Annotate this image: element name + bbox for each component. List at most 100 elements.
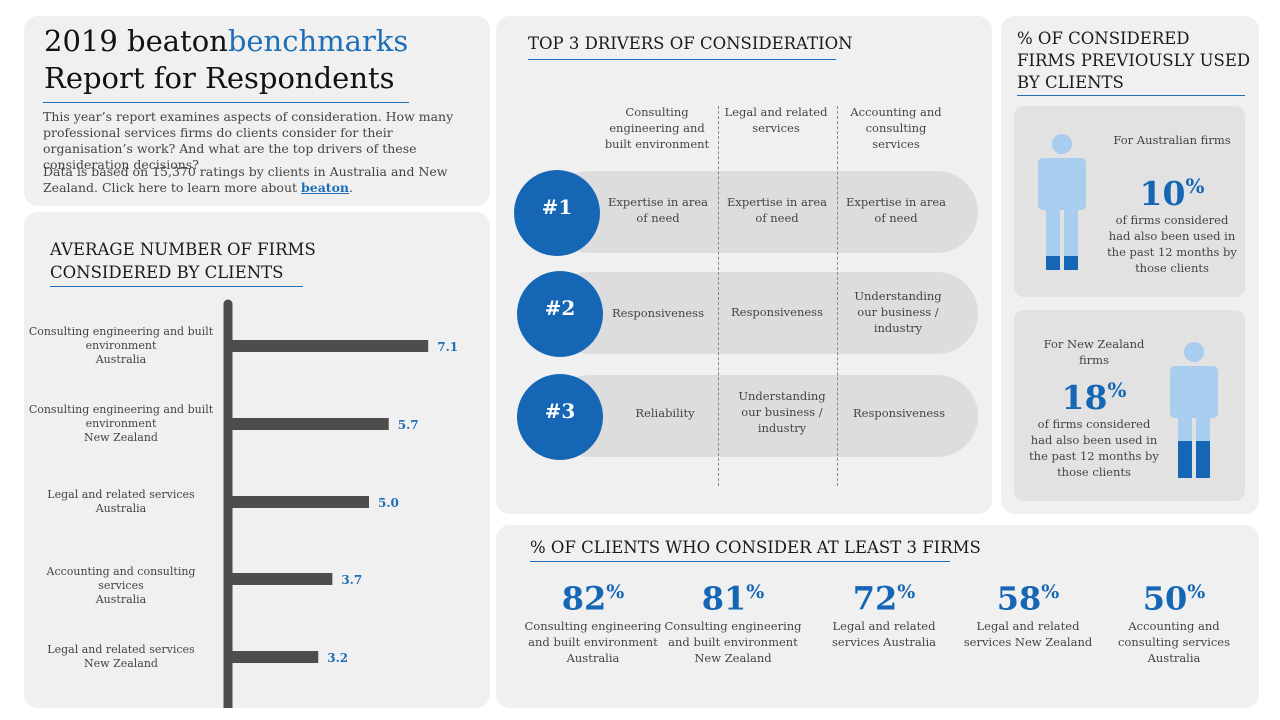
at-least-3-panel: % OF CLIENTS WHO CONSIDER AT LEAST 3 FIR… [496,525,1259,708]
category-label-line: Consulting engineering and built [28,403,214,416]
rank3-consulting: Reliability [635,406,695,420]
col-head-consulting: Consulting engineering and built environ… [604,105,710,151]
stat-number-1: 82 [561,579,607,618]
new-zealand-percent-unit: % [1107,378,1127,402]
rank2-accounting: Understanding our business / industry [854,289,942,335]
australia-percent: 10% [1106,168,1238,212]
stat-number-2: 81 [701,579,747,618]
avg-firms-panel: AVERAGE NUMBER OF FIRMS CONSIDERED BY CL… [24,212,490,708]
bar-value-label-1: 7.1 [437,340,458,354]
person-leg-left [1046,208,1060,270]
data-note-end: . [349,180,353,195]
intro-panel: 2019 beatonbenchmarks Report for Respond… [24,16,490,206]
stat-unit-5: % [1187,581,1206,603]
stat-unit-2: % [746,581,765,603]
category-label-line: New Zealand [84,657,158,670]
person-fill-left [1046,256,1060,270]
title-underline [43,102,409,103]
stat-consulting-new-zealand: 81% Consulting engineering and built env… [663,573,803,666]
australia-card: For Australian firms 10% of firms consid… [1014,106,1245,297]
title-prefix: 2019 beaton [44,24,228,58]
report-title-line1: 2019 beatonbenchmarks [44,24,408,58]
bar-2 [228,418,389,430]
at-least-3-underline [530,561,950,562]
previously-used-underline [1017,95,1245,96]
rank1-legal: Expertise in area of need [727,195,827,225]
category-label-line: Australia [95,353,147,366]
new-zealand-intro: For New Zealand firms [1043,337,1145,367]
rank2-legal: Responsiveness [731,305,823,319]
rank1-badge: #1 [514,170,600,256]
person-fill-right [1196,441,1210,478]
stat-value-5: 50% [1104,573,1244,618]
category-label-line: environment [85,339,157,352]
rank3-legal: Understanding our business / industry [738,389,826,435]
stat-label-5: Accounting and consulting services Austr… [1117,618,1230,665]
rank2-label: #2 [544,296,576,320]
person-leg-right [1064,208,1078,270]
previously-used-panel: % OF CONSIDERED FIRMS PREVIOUSLY USED BY… [1001,16,1259,514]
stat-unit-3: % [897,581,916,603]
title-brand: benchmarks [227,24,409,58]
bar-category-label-5: Legal and related services New Zealand [26,643,216,671]
australia-intro: For Australian firms [1113,133,1231,147]
avg-title-underline [50,286,303,287]
australia-percent-value: 10 [1139,174,1186,213]
bar-category-label-4: Accounting and consulting services Austra… [26,565,216,607]
person-icon-new-zealand [1170,342,1218,478]
data-note-paragraph: Data is based on 15,370 ratings by clien… [43,164,483,196]
rank3-badge: #3 [517,374,603,460]
new-zealand-card: For New Zealand firms 18% of firms consi… [1014,310,1245,501]
bar-value-label-2: 5.7 [398,418,419,432]
rank2-badge: #2 [517,271,603,357]
person-torso [1038,158,1086,210]
person-icon-australia [1038,134,1086,270]
stat-label-3: Legal and related services Australia [832,618,936,649]
report-title-line2: Report for Respondents [44,61,395,95]
column-divider-2 [837,106,838,486]
category-label-line: New Zealand [84,431,158,444]
category-label-line: Australia [95,593,147,606]
rank1-consulting: Expertise in area of need [608,195,708,225]
drivers-panel: TOP 3 DRIVERS OF CONSIDERATION Consultin… [496,16,992,514]
rank2-consulting: Responsiveness [612,306,704,320]
col-head-legal: Legal and related services [724,105,828,135]
stat-number-3: 72 [852,579,898,618]
stat-legal-australia: 72% Legal and related services Australia [814,573,954,650]
category-label-line: environment [85,417,157,430]
at-least-3-title: % OF CLIENTS WHO CONSIDER AT LEAST 3 FIR… [530,538,981,557]
person-torso [1170,366,1218,418]
bar-1 [228,340,429,352]
stat-label-1: Consulting engineering and built environ… [524,618,662,665]
bar-value-label-5: 3.2 [327,651,348,665]
rank1-row [548,171,978,253]
category-label-line: Australia [95,502,147,515]
australia-desc: of firms considered had also been used i… [1107,213,1237,275]
stat-label-4: Legal and related services New Zealand [963,618,1093,649]
column-divider-1 [718,106,719,486]
bar-category-label-2: Consulting engineering and built environm… [26,403,216,445]
avg-bar-chart: 7.1 5.7 5.0 3.7 3.2 [223,299,458,708]
previously-used-title: % OF CONSIDERED FIRMS PREVIOUSLY USED BY… [1017,29,1251,92]
stat-number-5: 50 [1142,579,1188,618]
rank3-accounting: Responsiveness [853,406,945,420]
stat-value-3: 72% [814,573,954,618]
new-zealand-percent: 18% [1028,372,1160,416]
rank1-accounting: Expertise in area of need [846,195,946,225]
beaton-link[interactable]: beaton [301,180,350,195]
bar-category-label-3: Legal and related services Australia [26,488,216,516]
stat-number-4: 58 [996,579,1042,618]
person-head [1052,134,1072,154]
data-note-text: Data is based on 15,370 ratings by clien… [43,164,448,195]
stat-value-1: 82% [523,573,663,618]
stat-accounting-australia: 50% Accounting and consulting services A… [1104,573,1244,666]
rank1-label: #1 [541,195,573,219]
person-head [1184,342,1204,362]
australia-percent-unit: % [1185,174,1205,198]
category-label-line: Consulting engineering and built [28,325,214,338]
rank3-row [548,375,978,457]
category-label-line: Legal and related services [47,643,195,656]
bar-5 [228,651,319,663]
stat-value-4: 58% [958,573,1098,618]
new-zealand-percent-value: 18 [1061,378,1108,417]
